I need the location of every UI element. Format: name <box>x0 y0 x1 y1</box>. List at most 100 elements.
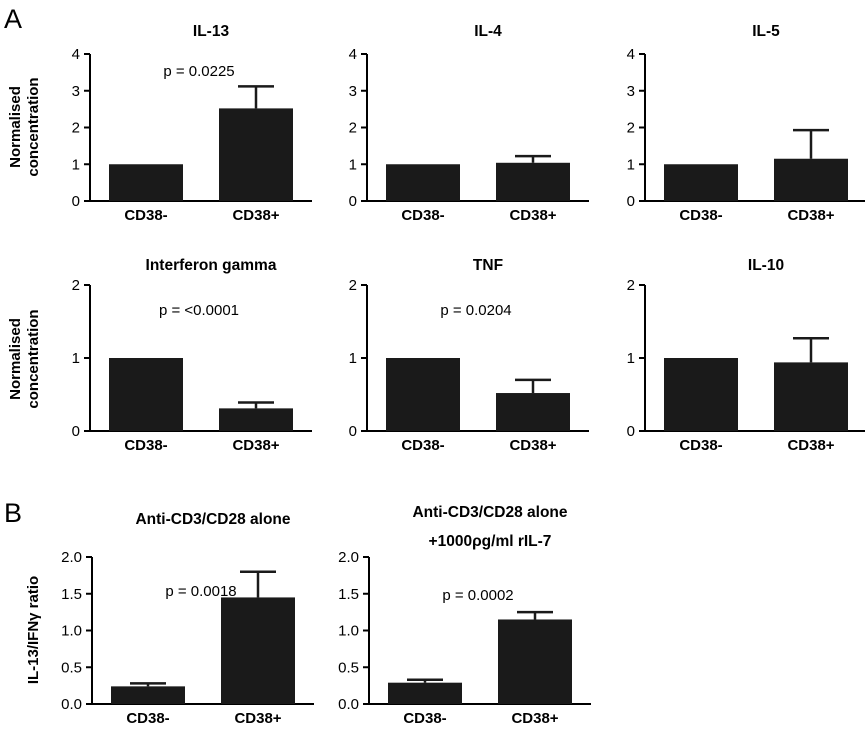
y-axis-label-row2-line2: concentration <box>25 309 42 408</box>
y-axis-label-row1-line1: Normalised <box>7 86 24 168</box>
y-tick-label: 0.0 <box>338 696 359 713</box>
bar-1 <box>111 686 185 704</box>
y-tick-label: 2 <box>72 277 80 294</box>
panel-label-a: A <box>4 4 22 34</box>
chart-title: IL-13 <box>193 23 230 40</box>
y-tick-label: 1.0 <box>338 623 359 640</box>
y-axis-label-row3: IL-13/IFNγ ratio <box>25 576 42 684</box>
bar-1 <box>664 164 738 201</box>
chart-7: Anti-CD3/CD28 alone 0.0 0.5 1.0 1.5 2.0 CD38- C… <box>61 511 314 727</box>
y-tick-label: 1 <box>72 156 80 173</box>
x-category-label: CD38+ <box>511 710 558 727</box>
panel-label-b: B <box>4 498 22 528</box>
y-tick-label: 0 <box>627 423 635 440</box>
bar-1 <box>386 164 460 201</box>
y-axis-label-row1-line2: concentration <box>25 77 42 176</box>
x-category-label: CD38+ <box>509 207 556 224</box>
chart-2: IL-4 0 1 2 3 4 CD38- CD38+ <box>349 23 589 224</box>
x-category-label: CD38+ <box>787 437 834 454</box>
y-tick-label: 3 <box>349 83 357 100</box>
chart-4: Interferon gamma 0 1 2 CD38- CD38+ p = <0.0001 <box>72 257 312 454</box>
chart-title: IL-5 <box>752 23 780 40</box>
bar-2 <box>774 362 848 431</box>
chart-title: Anti-CD3/CD28 alone <box>135 511 290 528</box>
chart-3: IL-5 0 1 2 3 4 CD38- CD38+ <box>627 23 865 224</box>
bar-2 <box>774 158 848 201</box>
y-tick-label: 3 <box>72 83 80 100</box>
y-tick-label: 4 <box>627 46 635 63</box>
chart-1: IL-13 0 1 2 3 4 CD38- CD38+ p = 0.0225 <box>72 23 312 224</box>
y-tick-label: 4 <box>72 46 80 63</box>
bar-1 <box>664 358 738 431</box>
chart-title: TNF <box>473 257 503 274</box>
x-category-label: CD38+ <box>232 207 279 224</box>
charts-group: IL-13 0 1 2 3 4 CD38- CD38+ p = 0.0225 IL-4 0 1 2 3 4 C… <box>61 23 865 727</box>
chart-8: Anti-CD3/CD28 alone +1000ρg/ml rIL-7 0.0 0.… <box>338 504 591 727</box>
y-tick-label: 4 <box>349 46 357 63</box>
p-value-annotation: p = <0.0001 <box>159 302 239 319</box>
x-category-label: CD38- <box>679 437 722 454</box>
y-tick-label: 2 <box>627 120 635 137</box>
y-tick-label: 1 <box>349 350 357 367</box>
x-category-label: CD38- <box>401 437 444 454</box>
y-axis-label-row3-line1: IL-13/IFNγ ratio <box>25 576 42 684</box>
chart-5: TNF 0 1 2 CD38- CD38+ p = 0.0204 <box>349 257 589 454</box>
chart-title: IL-4 <box>474 23 502 40</box>
x-category-label: CD38+ <box>232 437 279 454</box>
x-category-label: CD38+ <box>787 207 834 224</box>
x-category-label: CD38- <box>124 437 167 454</box>
y-tick-label: 0 <box>349 423 357 440</box>
x-category-label: CD38- <box>124 207 167 224</box>
p-value-annotation: p = 0.0204 <box>440 302 511 319</box>
y-tick-label: 1 <box>349 156 357 173</box>
chart-title: Anti-CD3/CD28 alone <box>412 504 567 521</box>
chart-title-line2: +1000ρg/ml rIL-7 <box>429 533 552 550</box>
bar-2 <box>219 408 293 431</box>
y-tick-label: 0 <box>349 193 357 210</box>
x-category-label: CD38+ <box>234 710 281 727</box>
bar-2 <box>219 108 293 201</box>
y-tick-label: 1 <box>627 350 635 367</box>
y-tick-label: 0.5 <box>338 659 359 676</box>
chart-title: IL-10 <box>748 257 784 274</box>
p-value-annotation: p = 0.0225 <box>163 63 234 80</box>
x-category-label: CD38- <box>401 207 444 224</box>
bar-2 <box>496 393 570 431</box>
y-tick-label: 0 <box>627 193 635 210</box>
bar-1 <box>388 682 462 704</box>
chart-title: Interferon gamma <box>146 257 277 274</box>
x-category-label: CD38- <box>403 710 446 727</box>
y-tick-label: 2.0 <box>61 549 82 566</box>
p-value-annotation: p = 0.0018 <box>165 583 236 600</box>
y-tick-label: 2.0 <box>338 549 359 566</box>
y-tick-label: 1.0 <box>61 623 82 640</box>
y-tick-label: 2 <box>349 277 357 294</box>
p-value-annotation: p = 0.0002 <box>442 587 513 604</box>
y-tick-label: 1 <box>627 156 635 173</box>
y-tick-label: 1.5 <box>338 586 359 603</box>
y-tick-label: 3 <box>627 83 635 100</box>
y-tick-label: 0 <box>72 423 80 440</box>
y-tick-label: 2 <box>349 120 357 137</box>
y-tick-label: 1 <box>72 350 80 367</box>
x-category-label: CD38- <box>126 710 169 727</box>
bar-2 <box>498 619 572 704</box>
y-axis-label-row2-line1: Normalised <box>7 318 24 400</box>
y-tick-label: 0.5 <box>61 659 82 676</box>
bar-2 <box>496 162 570 201</box>
x-category-label: CD38+ <box>509 437 556 454</box>
bar-1 <box>109 358 183 431</box>
y-axis-label-row1: Normalised concentration <box>7 77 42 176</box>
bar-1 <box>386 358 460 431</box>
y-tick-label: 2 <box>627 277 635 294</box>
x-category-label: CD38- <box>679 207 722 224</box>
bar-1 <box>109 164 183 201</box>
bar-2 <box>221 597 295 704</box>
y-axis-label-row2: Normalised concentration <box>7 309 42 408</box>
y-tick-label: 0 <box>72 193 80 210</box>
chart-6: IL-10 0 1 2 CD38- CD38+ <box>627 257 865 454</box>
y-tick-label: 2 <box>72 120 80 137</box>
y-tick-label: 0.0 <box>61 696 82 713</box>
y-tick-label: 1.5 <box>61 586 82 603</box>
